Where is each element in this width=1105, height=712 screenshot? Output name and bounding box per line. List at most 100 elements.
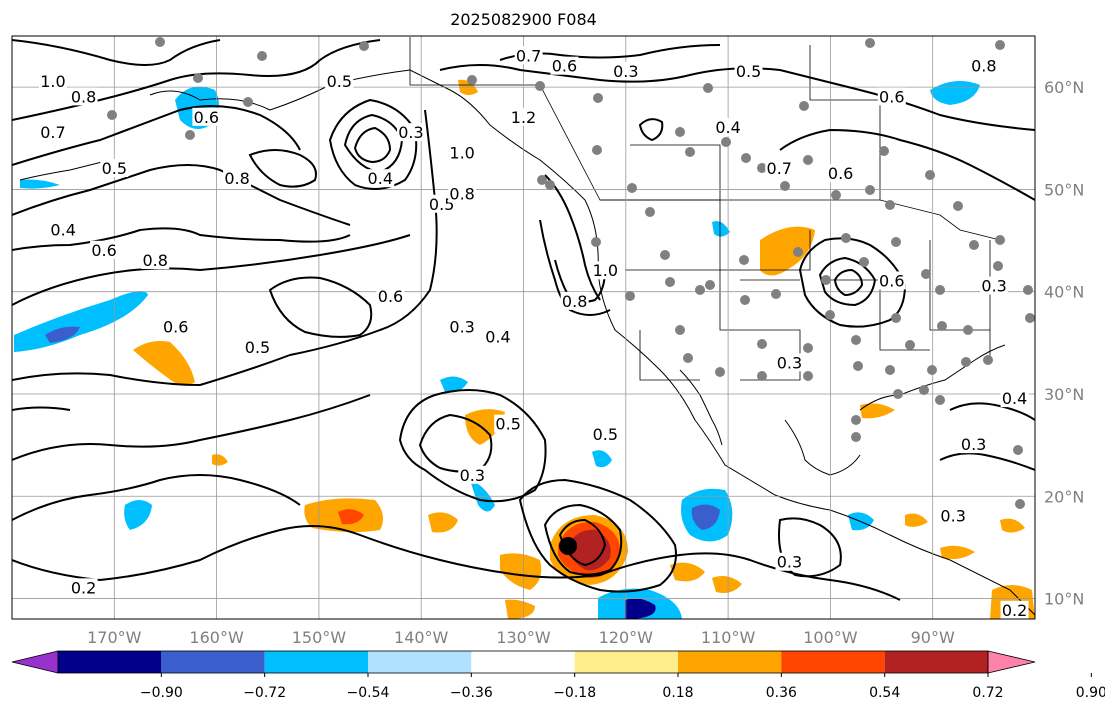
longitude-tick-label: 160°W bbox=[189, 628, 244, 647]
contour-label-bg bbox=[980, 276, 1009, 295]
contour-label-bg bbox=[494, 414, 523, 433]
contour-label-bg bbox=[161, 317, 190, 336]
positive-anomaly-patch bbox=[860, 403, 895, 419]
contour-label: 0.8 bbox=[71, 87, 96, 106]
negative-anomaly-patch bbox=[625, 598, 656, 619]
longitude-tick-label: 140°W bbox=[394, 628, 449, 647]
contour-label-bg bbox=[141, 251, 170, 270]
contour-label-bg bbox=[1000, 600, 1029, 619]
negative-anomaly-patch bbox=[440, 376, 468, 393]
colorbar-extension-min bbox=[11, 650, 59, 674]
colorbar-segment bbox=[264, 651, 368, 673]
contour-label: 1.0 bbox=[40, 72, 65, 91]
latitude-tick-label: 60°N bbox=[1044, 78, 1084, 97]
contour-label-bg bbox=[560, 291, 589, 310]
map-frame bbox=[11, 35, 1036, 620]
colorbar-outline bbox=[57, 650, 989, 674]
contour-label: 0.5 bbox=[429, 195, 454, 214]
longitude-labels: 170°W 160°W 150°W 140°W 130°W 120°W 110°W 100°W… bbox=[87, 628, 955, 647]
colorbar-tick-label: 0.54 bbox=[869, 685, 900, 701]
latitude-labels: 10°N 20°N 30°N 40°N 50°N 60°N bbox=[1044, 78, 1084, 608]
positive-anomaly-patch bbox=[338, 509, 364, 525]
contour-label-bg bbox=[1000, 389, 1029, 408]
contour-label: 0.4 bbox=[50, 220, 75, 239]
positive-anomaly-patch bbox=[670, 562, 705, 582]
contour-label-bg bbox=[611, 61, 640, 80]
colorbar-segment bbox=[781, 651, 885, 673]
positive-anomaly-patch bbox=[500, 553, 542, 590]
contour-label: 0.3 bbox=[940, 507, 965, 526]
negative-anomaly-patch bbox=[20, 179, 60, 189]
positive-anomaly-patch bbox=[712, 576, 742, 593]
contour-label: 0.8 bbox=[449, 185, 474, 204]
negative-anomaly-patch bbox=[712, 221, 730, 237]
contour-label: 0.3 bbox=[777, 353, 802, 372]
colorbar-tick-label: −0.36 bbox=[450, 685, 493, 701]
colorbar-tick-label: 0.36 bbox=[766, 685, 797, 701]
contour-label-bg bbox=[775, 353, 804, 372]
contour-label: 0.8 bbox=[142, 251, 167, 270]
contour-label: 0.8 bbox=[562, 292, 587, 311]
plot-title: 2025082900 F084 bbox=[450, 10, 597, 29]
positive-anomaly-patch bbox=[1000, 518, 1025, 533]
latitude-tick-label: 10°N bbox=[1044, 590, 1084, 609]
contour-label: 0.3 bbox=[961, 435, 986, 454]
contour-label: 0.8 bbox=[971, 57, 996, 76]
negative-anomaly-patch bbox=[592, 450, 612, 468]
contour-label: 0.4 bbox=[1002, 389, 1027, 408]
contour-label: 0.3 bbox=[981, 277, 1006, 296]
contour-label: 0.3 bbox=[777, 553, 802, 572]
colorbar-tick-label: −0.72 bbox=[243, 685, 286, 701]
contour-label-bg bbox=[38, 72, 67, 91]
colorbar-segment bbox=[678, 651, 782, 673]
contour-label: 0.6 bbox=[552, 57, 577, 76]
contour-label: 0.6 bbox=[163, 318, 188, 337]
latitude-tick-label: 40°N bbox=[1044, 283, 1084, 302]
contour-label: 0.7 bbox=[767, 159, 792, 178]
colorbar-tick-label: 0.90 bbox=[1076, 685, 1105, 701]
latitude-tick-label: 50°N bbox=[1044, 180, 1084, 199]
contour-label-bg bbox=[448, 317, 477, 336]
positive-anomaly-patch bbox=[760, 226, 815, 276]
contour-label-bg bbox=[959, 435, 988, 454]
colorbar-tick-label: −0.90 bbox=[140, 685, 183, 701]
contour-label-bg bbox=[877, 87, 906, 106]
contour-label-bg bbox=[448, 184, 477, 203]
contour-label-bg bbox=[38, 123, 67, 142]
colorbar-segment bbox=[574, 651, 678, 673]
negative-anomaly-patch bbox=[470, 480, 495, 512]
contour-lines bbox=[12, 39, 1035, 601]
contour-label: 0.3 bbox=[460, 466, 485, 485]
contour-label: 0.5 bbox=[102, 159, 127, 178]
negative-anomaly-patch bbox=[124, 500, 152, 530]
contour-label-bg bbox=[550, 56, 579, 75]
colorbar-segment bbox=[161, 651, 265, 673]
longitude-tick-label: 100°W bbox=[803, 628, 858, 647]
contour-label-bg bbox=[734, 61, 763, 80]
anomaly-shading bbox=[14, 79, 1035, 619]
contour-label: 0.6 bbox=[879, 271, 904, 290]
station-dots bbox=[107, 37, 1035, 509]
contour-label: 0.5 bbox=[736, 62, 761, 81]
colorbar-segment bbox=[58, 651, 162, 673]
contour-label-bg bbox=[775, 552, 804, 571]
contour-label: 0.7 bbox=[40, 123, 65, 142]
contour-label: 0.6 bbox=[879, 87, 904, 106]
contour-label-bg bbox=[483, 327, 512, 346]
contour-label: 0.5 bbox=[495, 415, 520, 434]
contour-label-bg bbox=[192, 107, 221, 126]
contour-label-bg bbox=[243, 337, 272, 356]
contour-label: 0.3 bbox=[613, 62, 638, 81]
contour-label-bg bbox=[376, 286, 405, 305]
contour-label-bg bbox=[714, 118, 743, 137]
positive-anomaly-patch bbox=[505, 599, 535, 619]
contour-label: 0.8 bbox=[224, 169, 249, 188]
longitude-tick-label: 130°W bbox=[496, 628, 551, 647]
colorbar-segment bbox=[884, 651, 988, 673]
positive-anomaly-patch bbox=[905, 513, 928, 527]
colorbar-segment bbox=[471, 651, 575, 673]
longitude-tick-label: 150°W bbox=[292, 628, 347, 647]
contour-label: 0.5 bbox=[245, 338, 270, 357]
negative-anomaly-patch bbox=[691, 504, 720, 530]
latitude-tick-label: 30°N bbox=[1044, 385, 1084, 404]
